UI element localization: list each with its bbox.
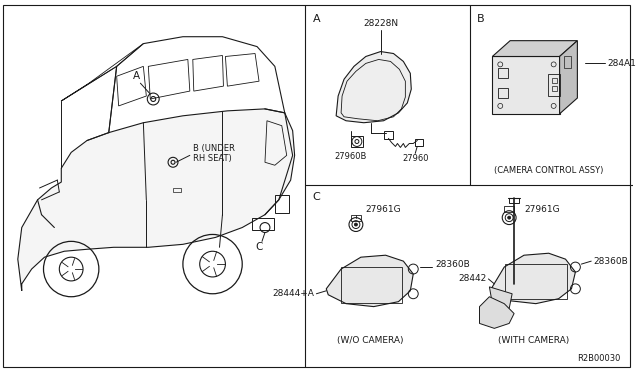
Polygon shape bbox=[490, 287, 512, 309]
Text: 28360B: 28360B bbox=[435, 260, 470, 269]
Text: (CAMERA CONTROL ASSY): (CAMERA CONTROL ASSY) bbox=[494, 166, 604, 175]
Bar bbox=[492, 57, 559, 114]
Text: (W/O CAMERA): (W/O CAMERA) bbox=[337, 336, 404, 345]
Polygon shape bbox=[336, 52, 412, 123]
Text: (WITH CAMERA): (WITH CAMERA) bbox=[499, 336, 570, 345]
Bar bbox=[499, 68, 508, 78]
Bar bbox=[173, 188, 181, 192]
Text: 27960B: 27960B bbox=[335, 152, 367, 161]
Bar bbox=[505, 264, 566, 299]
Text: A: A bbox=[133, 71, 140, 81]
Text: 28228N: 28228N bbox=[363, 19, 398, 28]
Text: 28442: 28442 bbox=[458, 275, 486, 283]
Polygon shape bbox=[479, 297, 514, 328]
Text: RH SEAT): RH SEAT) bbox=[193, 154, 232, 163]
Polygon shape bbox=[559, 41, 577, 114]
Text: B (UNDER: B (UNDER bbox=[193, 144, 235, 153]
Bar bbox=[504, 206, 514, 212]
Polygon shape bbox=[18, 109, 294, 291]
Text: 28360B: 28360B bbox=[593, 257, 628, 266]
Text: C: C bbox=[312, 192, 320, 202]
Text: 27960: 27960 bbox=[402, 154, 429, 163]
Bar bbox=[252, 218, 274, 230]
Polygon shape bbox=[326, 255, 413, 307]
Polygon shape bbox=[492, 41, 577, 57]
Polygon shape bbox=[492, 253, 575, 304]
Bar bbox=[552, 78, 557, 83]
Bar bbox=[275, 195, 289, 213]
Bar bbox=[341, 267, 403, 303]
Bar bbox=[383, 131, 394, 138]
Text: R2B00030: R2B00030 bbox=[577, 353, 621, 363]
Bar bbox=[351, 135, 363, 147]
Text: B: B bbox=[477, 14, 484, 24]
Text: C: C bbox=[255, 242, 262, 252]
Circle shape bbox=[355, 223, 357, 226]
Text: 28444+A: 28444+A bbox=[273, 289, 314, 298]
Text: A: A bbox=[312, 14, 320, 24]
Text: 27961G: 27961G bbox=[524, 205, 559, 214]
Bar bbox=[552, 86, 557, 91]
Text: 27961G: 27961G bbox=[366, 205, 401, 214]
Bar bbox=[548, 74, 559, 96]
Bar bbox=[415, 138, 423, 147]
Bar bbox=[509, 198, 519, 203]
Circle shape bbox=[508, 216, 511, 219]
Bar bbox=[564, 57, 572, 68]
Bar bbox=[351, 215, 361, 221]
Bar bbox=[499, 88, 508, 98]
Text: 284A1: 284A1 bbox=[607, 59, 636, 68]
